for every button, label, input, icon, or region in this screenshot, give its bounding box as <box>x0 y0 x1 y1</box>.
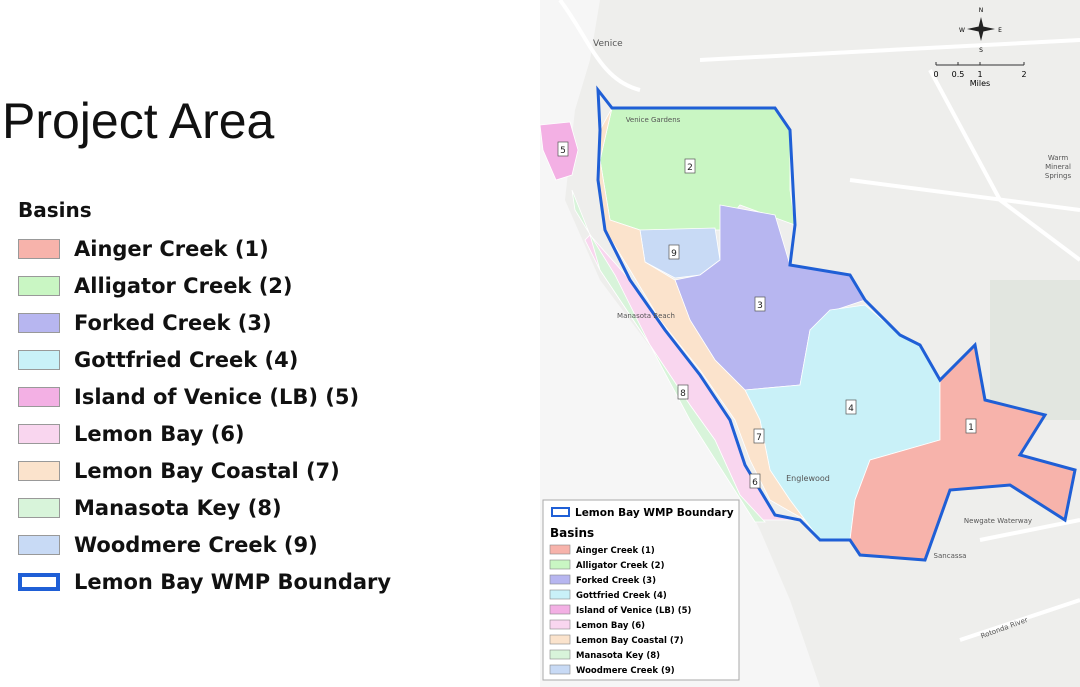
map-legend-label: Woodmere Creek (9) <box>576 666 675 676</box>
place-label: Manasota Beach <box>617 312 675 320</box>
map-legend-swatch <box>549 559 571 570</box>
legend-heading: Basins <box>18 198 92 222</box>
scale-unit: Miles <box>970 79 990 88</box>
map-legend-label: Ainger Creek (1) <box>576 546 655 556</box>
legend-item: Lemon Bay Coastal (7) <box>18 452 391 489</box>
map-legend-swatch <box>551 507 570 517</box>
basin-label: 7 <box>756 433 762 443</box>
legend-item: Woodmere Creek (9) <box>18 526 391 563</box>
place-label: Venice <box>593 39 623 49</box>
compass-letter: E <box>998 27 1002 34</box>
basin-label-box <box>749 473 761 489</box>
map-legend-swatch <box>549 634 571 645</box>
legend-label: Woodmere Creek (9) <box>74 532 318 557</box>
legend-label: Lemon Bay (6) <box>74 421 245 446</box>
basin-label-box <box>965 418 977 434</box>
scale-tick-label: 2 <box>1021 70 1026 79</box>
legend-item: Lemon Bay WMP Boundary <box>18 563 391 600</box>
legend-item: Ainger Creek (1) <box>18 230 391 267</box>
legend-swatch <box>18 312 60 333</box>
basin <box>599 107 796 231</box>
legend-item: Island of Venice (LB) (5) <box>18 378 391 415</box>
legend-swatch <box>18 386 60 407</box>
scale-tick-label: 1 <box>977 70 982 79</box>
basin-label: 3 <box>757 301 763 311</box>
scale-tick-label: 0.5 <box>952 70 965 79</box>
place-label: Venice Gardens <box>626 116 681 124</box>
legend: Basins Ainger Creek (1) Alligator Creek (… <box>18 198 391 600</box>
compass-rose <box>967 17 995 41</box>
wmp-boundary <box>596 85 1077 562</box>
map-legend-label: Manasota Key (8) <box>576 651 660 661</box>
basin-label: 2 <box>687 163 693 173</box>
legend-label: Lemon Bay WMP Boundary <box>74 569 392 594</box>
legend-item: Alligator Creek (2) <box>18 267 391 304</box>
compass-letter: N <box>979 7 984 14</box>
map-legend-label: Lemon Bay Coastal (7) <box>576 636 684 646</box>
map-legend-label: Gottfried Creek (4) <box>576 591 667 601</box>
compass-letter: W <box>959 27 965 34</box>
legend-label: Forked Creek (3) <box>74 310 272 335</box>
map-legend-heading: Basins <box>550 526 594 540</box>
map-legend-swatch <box>549 604 571 615</box>
scale-tick-label: 0 <box>933 70 938 79</box>
basin-label-box <box>557 141 569 157</box>
legend-label: Gottfried Creek (4) <box>74 347 299 372</box>
basin <box>571 189 766 523</box>
map-legend-swatch <box>549 619 571 630</box>
basin-label-box <box>677 384 689 400</box>
legend-item: Lemon Bay (6) <box>18 415 391 452</box>
legend-swatch <box>18 497 60 518</box>
slide-title: Project Area <box>2 93 275 149</box>
legend-swatch <box>18 423 60 444</box>
map-legend-label: Lemon Bay (6) <box>576 621 645 631</box>
map-legend-label: Forked Creek (3) <box>576 576 656 586</box>
map-legend-swatch <box>549 649 571 660</box>
legend-swatch <box>18 275 60 296</box>
basin-label: 4 <box>848 404 854 414</box>
place-label: Warm Mineral Springs <box>1045 154 1072 180</box>
map-legend-label: Alligator Creek (2) <box>576 561 665 571</box>
place-label: Newgate Waterway <box>964 517 1032 525</box>
basin-label: 8 <box>680 389 686 399</box>
legend-label: Ainger Creek (1) <box>74 236 269 261</box>
legend-item: Manasota Key (8) <box>18 489 391 526</box>
compass-letter: S <box>979 47 983 54</box>
map-legend-swatch <box>549 574 571 585</box>
basin-label-box <box>684 158 696 174</box>
legend-item: Forked Creek (3) <box>18 304 391 341</box>
map-legend-swatch <box>549 664 571 675</box>
legend-label: Alligator Creek (2) <box>74 273 293 298</box>
basin-label-box <box>845 399 857 415</box>
basin-label-box <box>668 244 680 260</box>
legend-label: Lemon Bay Coastal (7) <box>74 458 340 483</box>
legend-label: Island of Venice (LB) (5) <box>74 384 360 409</box>
legend-item: Gottfried Creek (4) <box>18 341 391 378</box>
legend-swatch <box>18 349 60 370</box>
map-legend-swatch <box>549 589 571 600</box>
basin-label: 1 <box>968 423 974 433</box>
legend-swatch <box>18 238 60 259</box>
basin-label: 6 <box>752 478 758 488</box>
map-legend-label: Lemon Bay WMP Boundary <box>575 507 734 519</box>
basin-label: 9 <box>671 249 677 259</box>
map-legend-swatch <box>549 544 571 555</box>
map-legend-label: Island of Venice (LB) (5) <box>576 606 691 616</box>
map: 1 2 3 4 5 6 7 8 9 Venice Venice Gardens Warm Mineral… <box>540 0 1080 687</box>
legend-swatch <box>18 534 60 555</box>
basin <box>597 107 806 521</box>
basin-label: 5 <box>560 146 566 156</box>
basin-label-box <box>753 428 765 444</box>
legend-swatch <box>18 460 60 481</box>
place-label: Englewood <box>786 474 830 483</box>
place-label: Sancassa <box>934 552 967 560</box>
map-legend-box <box>542 499 740 681</box>
legend-label: Manasota Key (8) <box>74 495 282 520</box>
legend-swatch <box>18 572 60 591</box>
basin-label-box <box>754 296 766 312</box>
